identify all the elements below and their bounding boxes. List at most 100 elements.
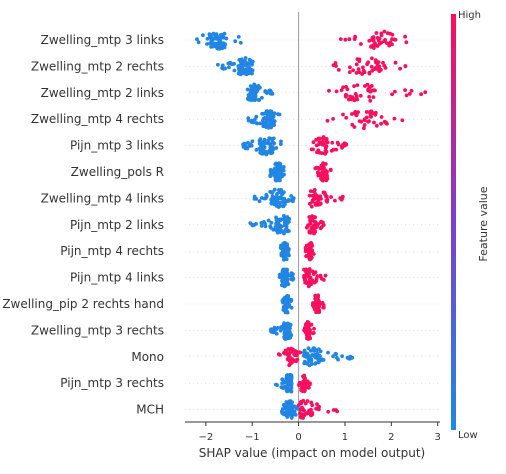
point-low bbox=[326, 350, 330, 355]
point-high bbox=[383, 120, 388, 125]
point-low bbox=[278, 170, 283, 175]
point-high bbox=[289, 360, 294, 364]
point-high bbox=[321, 223, 326, 227]
point-low bbox=[279, 139, 283, 144]
point-high bbox=[311, 140, 316, 145]
point-high bbox=[303, 280, 308, 285]
point-high bbox=[306, 330, 311, 335]
point-low bbox=[260, 95, 264, 100]
point-low bbox=[340, 354, 344, 358]
point-low bbox=[284, 224, 289, 229]
point-low bbox=[289, 305, 294, 310]
point-low bbox=[201, 33, 205, 38]
point-low bbox=[195, 37, 199, 42]
point-low bbox=[318, 354, 322, 358]
point-high bbox=[303, 277, 307, 282]
point-low bbox=[245, 63, 250, 68]
point-low bbox=[245, 146, 250, 151]
point-low bbox=[270, 145, 275, 149]
point-high bbox=[403, 34, 407, 39]
point-high bbox=[307, 242, 312, 247]
point-low bbox=[284, 306, 289, 311]
point-high bbox=[318, 202, 322, 207]
point-high bbox=[302, 387, 306, 392]
point-high bbox=[306, 247, 311, 252]
point-high bbox=[351, 68, 355, 73]
point-high bbox=[317, 304, 321, 309]
point-low bbox=[318, 349, 323, 354]
point-high bbox=[307, 327, 312, 332]
point-high bbox=[322, 151, 327, 156]
point-high bbox=[359, 119, 364, 124]
point-high bbox=[312, 326, 316, 331]
point-low bbox=[196, 40, 201, 45]
point-high bbox=[321, 305, 326, 310]
point-high bbox=[302, 274, 306, 278]
point-low bbox=[331, 354, 335, 359]
point-high bbox=[307, 201, 312, 206]
point-high bbox=[336, 142, 341, 147]
point-low bbox=[288, 389, 293, 393]
point-low bbox=[280, 277, 285, 282]
point-high bbox=[349, 97, 354, 102]
point-low bbox=[244, 69, 249, 74]
point-high bbox=[303, 401, 308, 406]
point-high bbox=[325, 118, 330, 123]
point-high bbox=[392, 37, 396, 42]
point-high bbox=[286, 347, 291, 351]
point-high bbox=[403, 64, 408, 69]
point-low bbox=[240, 71, 245, 76]
point-low bbox=[278, 201, 282, 205]
point-high bbox=[398, 66, 402, 71]
point-high bbox=[317, 308, 321, 313]
point-low bbox=[313, 361, 318, 365]
point-high bbox=[316, 142, 321, 147]
point-high bbox=[324, 137, 329, 141]
point-low bbox=[240, 66, 244, 70]
point-low bbox=[316, 360, 321, 365]
point-low bbox=[276, 223, 281, 227]
point-high bbox=[363, 84, 367, 88]
point-low bbox=[272, 187, 277, 192]
point-high bbox=[313, 195, 317, 200]
point-low bbox=[291, 199, 295, 204]
point-low bbox=[274, 217, 279, 222]
feature-label: Zwelling_mtp 4 links bbox=[41, 191, 164, 205]
point-high bbox=[309, 407, 313, 412]
row-guides bbox=[185, 39, 440, 410]
point-high bbox=[379, 115, 384, 119]
point-low bbox=[282, 270, 287, 275]
point-high bbox=[358, 93, 363, 98]
point-low bbox=[250, 118, 254, 123]
point-low bbox=[270, 194, 275, 199]
point-low bbox=[205, 42, 209, 46]
point-high bbox=[304, 411, 309, 416]
point-low bbox=[209, 42, 214, 47]
point-low bbox=[248, 67, 253, 72]
point-high bbox=[305, 225, 309, 230]
x-tick-label: −2 bbox=[198, 432, 213, 443]
point-low bbox=[285, 332, 290, 337]
point-high bbox=[318, 136, 322, 141]
point-high bbox=[314, 303, 319, 307]
point-low bbox=[233, 39, 238, 44]
point-low bbox=[335, 355, 339, 360]
point-low bbox=[279, 385, 284, 390]
point-low bbox=[288, 335, 293, 340]
point-low bbox=[310, 353, 315, 357]
point-low bbox=[248, 221, 253, 226]
point-low bbox=[333, 351, 338, 356]
point-high bbox=[309, 255, 314, 260]
feature-label: Pijn_mtp 4 links bbox=[70, 271, 164, 285]
point-high bbox=[385, 31, 390, 35]
point-high bbox=[352, 37, 357, 41]
feature-label: Pijn_mtp 3 links bbox=[70, 139, 164, 153]
point-low bbox=[279, 142, 283, 147]
point-low bbox=[268, 168, 273, 172]
point-low bbox=[272, 111, 277, 116]
point-low bbox=[264, 152, 269, 156]
point-high bbox=[305, 333, 309, 338]
point-low bbox=[287, 375, 292, 380]
point-high bbox=[316, 173, 321, 178]
